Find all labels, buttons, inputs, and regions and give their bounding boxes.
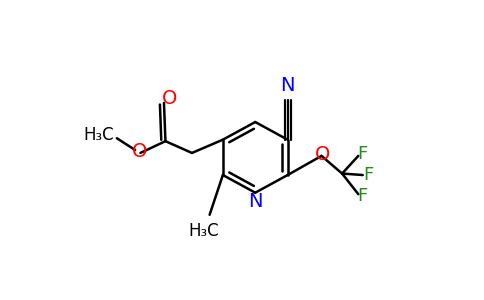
Text: O: O	[132, 142, 147, 161]
Text: H₃C: H₃C	[83, 126, 114, 144]
Text: H₃C: H₃C	[188, 222, 219, 240]
Text: F: F	[358, 187, 368, 205]
Text: N: N	[280, 76, 295, 95]
Text: F: F	[358, 146, 368, 164]
Text: F: F	[363, 166, 373, 184]
Text: O: O	[162, 89, 178, 108]
Text: N: N	[248, 192, 262, 211]
Text: O: O	[315, 145, 330, 164]
